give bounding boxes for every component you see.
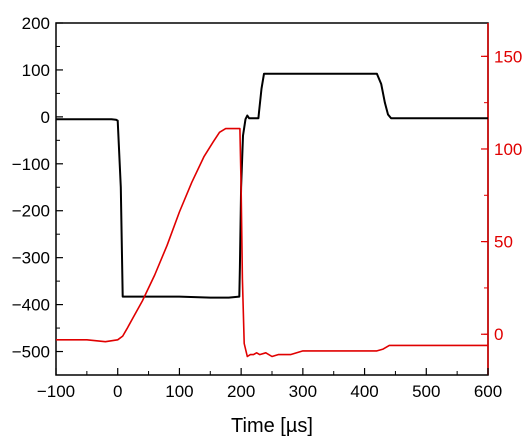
series-line-left xyxy=(56,72,488,299)
x-tick-label: −100 xyxy=(37,382,75,401)
right-tick-label: 50 xyxy=(494,233,513,252)
x-tick-label: 100 xyxy=(165,382,193,401)
x-axis: −100 0 100 200 300 400 500 600 xyxy=(37,368,502,401)
right-tick-label: 100 xyxy=(494,140,522,159)
x-tick-label: 200 xyxy=(227,382,255,401)
right-tick-label: 0 xyxy=(494,325,503,344)
x-tick-label: 400 xyxy=(350,382,378,401)
right-axis: 0 50 100 150 xyxy=(481,23,522,375)
left-tick-label: −400 xyxy=(12,296,50,315)
series-line-right xyxy=(56,127,488,358)
x-tick-label: 300 xyxy=(289,382,317,401)
right-tick-label: 150 xyxy=(494,47,522,66)
left-tick-label: 200 xyxy=(22,14,50,33)
left-tick-label: 100 xyxy=(22,61,50,80)
left-tick-label: −100 xyxy=(12,155,50,174)
left-tick-label: −300 xyxy=(12,249,50,268)
x-tick-label: 500 xyxy=(412,382,440,401)
x-tick-label: 600 xyxy=(474,382,502,401)
x-tick-label: 0 xyxy=(113,382,122,401)
x-axis-title: Time [µs] xyxy=(231,415,313,437)
left-tick-label: 0 xyxy=(41,108,50,127)
left-tick-label: −500 xyxy=(12,343,50,362)
left-tick-label: −200 xyxy=(12,202,50,221)
left-axis: −500 −400 −300 −200 −100 0 100 200 xyxy=(12,14,63,362)
series-layer xyxy=(56,72,488,358)
